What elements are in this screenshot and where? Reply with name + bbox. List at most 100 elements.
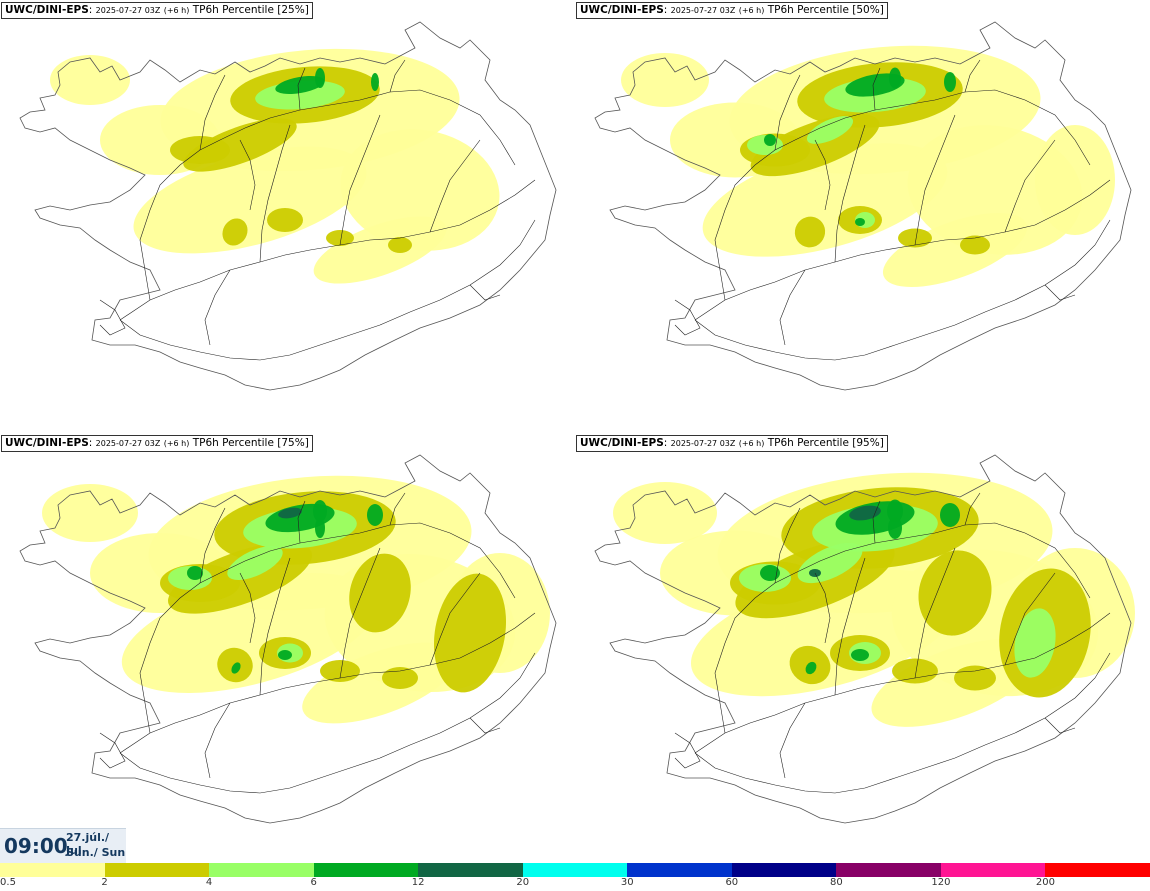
precip-area	[50, 55, 130, 105]
road	[204, 702, 231, 779]
precip-area	[278, 650, 292, 660]
precip-layer	[613, 472, 1135, 727]
legend-label: 120	[931, 877, 951, 888]
road	[674, 732, 701, 769]
precip-area	[320, 660, 360, 682]
road	[204, 269, 231, 346]
precip-area	[855, 218, 865, 226]
valid-time: 09:00	[4, 834, 68, 858]
precip-area	[227, 545, 283, 581]
precip-map	[594, 454, 1135, 824]
precip-area	[133, 146, 367, 254]
legend-label: 6	[310, 877, 317, 888]
road	[339, 547, 381, 679]
precip-area	[275, 76, 325, 94]
road	[714, 89, 1091, 301]
precip-area	[940, 503, 960, 527]
road	[1004, 139, 1056, 233]
legend-swatch	[0, 863, 106, 877]
precip-area	[382, 667, 418, 689]
road	[1044, 717, 1076, 734]
map-panel-p25: UWC/DINI-EPS: 2025-07-27 03Z (+6 h) TP6h…	[0, 0, 575, 433]
legend-swatch	[1045, 863, 1150, 877]
legend-swatch	[313, 863, 419, 877]
legend-swatch	[940, 863, 1046, 877]
legend-label: 4	[205, 877, 213, 888]
precip-area	[871, 639, 1039, 727]
legend-swatch	[104, 863, 210, 877]
road	[297, 500, 306, 544]
precip-area	[944, 72, 956, 92]
road	[774, 507, 801, 584]
map-panel-p95: UWC/DINI-EPS: 2025-07-27 03Z (+6 h) TP6h…	[575, 433, 1150, 866]
precip-area	[1035, 125, 1115, 235]
legend-label: 80	[829, 877, 843, 888]
legend-label: 200	[1035, 877, 1055, 888]
precip-map	[594, 21, 1132, 391]
panel-title: UWC/DINI-EPS: 2025-07-27 03Z (+6 h) TP6h…	[1, 2, 313, 19]
road	[139, 522, 516, 734]
road	[119, 652, 536, 794]
precip-area	[887, 499, 903, 523]
legend-swatch	[522, 863, 628, 877]
precip-area	[367, 504, 383, 526]
legend-label: 60	[725, 877, 739, 888]
road	[714, 522, 1091, 734]
road	[774, 74, 801, 151]
panel-title: UWC/DINI-EPS: 2025-07-27 03Z (+6 h) TP6h…	[1, 435, 313, 452]
road	[834, 124, 866, 263]
precip-area	[960, 235, 990, 255]
precip-area	[278, 507, 302, 519]
precip-area	[42, 484, 138, 542]
precip-area	[882, 213, 1028, 287]
precip-area	[889, 67, 901, 89]
road	[119, 219, 536, 361]
precip-area	[805, 661, 817, 675]
valid-date: 27.júl./ Jul	[66, 831, 110, 857]
legend-label: 0.5	[0, 877, 16, 888]
precip-layer	[50, 48, 500, 284]
coastline	[19, 21, 557, 391]
precip-area	[315, 518, 325, 538]
map-panel-p75: UWC/DINI-EPS: 2025-07-27 03Z (+6 h) TP6h…	[0, 433, 575, 866]
road	[389, 492, 406, 526]
road	[259, 557, 291, 696]
road	[694, 179, 1111, 321]
precip-area	[918, 550, 992, 636]
precip-area	[187, 566, 203, 580]
coastline	[594, 454, 1132, 824]
valid-time-box: 09:00 27.júl./ Jul Sun./ Sun	[0, 828, 126, 863]
precip-area	[806, 116, 854, 144]
legend-swatch	[836, 863, 942, 877]
road	[914, 547, 956, 679]
color-scale-legend: 0.5 2 4 6 12 20 30 60 80 120 200	[0, 863, 1150, 891]
road-network	[674, 59, 1111, 361]
precip-area	[888, 517, 902, 539]
precip-area	[760, 565, 780, 581]
road	[139, 89, 516, 301]
precip-area	[326, 230, 354, 246]
road	[694, 219, 1111, 361]
precip-layer	[42, 475, 550, 724]
road	[429, 572, 481, 666]
road	[1004, 572, 1056, 666]
panel-title: UWC/DINI-EPS: 2025-07-27 03Z (+6 h) TP6h…	[576, 2, 888, 19]
legend-label: 20	[516, 877, 530, 888]
precip-area	[794, 216, 826, 248]
road-network	[674, 492, 1111, 794]
precip-area	[313, 216, 447, 284]
precip-area	[898, 228, 932, 248]
precip-area	[954, 665, 996, 691]
panel-title: UWC/DINI-EPS: 2025-07-27 03Z (+6 h) TP6h…	[576, 435, 888, 452]
valid-weekday: Sun./ Sun	[66, 846, 126, 859]
precip-area	[313, 500, 327, 522]
precip-map	[19, 454, 557, 824]
legend-swatch	[627, 863, 733, 877]
road	[674, 299, 701, 336]
precip-area	[388, 237, 412, 253]
road	[199, 74, 226, 151]
road	[964, 59, 981, 93]
road	[389, 59, 406, 93]
precip-area	[349, 553, 411, 633]
precip-area	[267, 208, 303, 232]
